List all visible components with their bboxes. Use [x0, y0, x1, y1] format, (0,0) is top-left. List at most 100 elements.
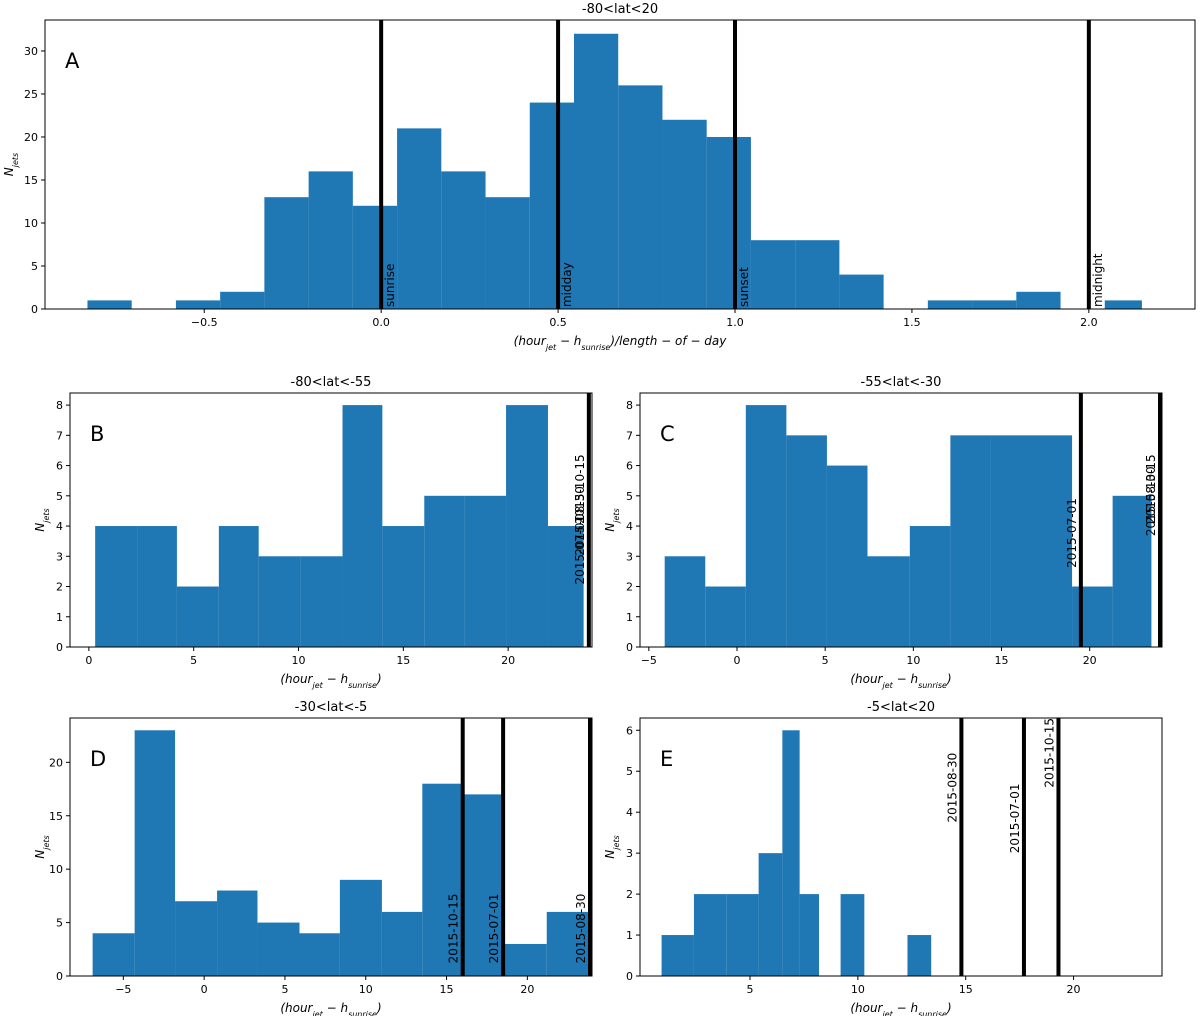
histogram-bar: [397, 128, 442, 309]
x-tick-label: −5: [641, 654, 657, 667]
histogram-bar: [339, 879, 382, 976]
histogram-bar: [381, 911, 423, 976]
y-tick-label: 2: [626, 581, 633, 594]
x-axis-label: (hourjet − hsunrise): [280, 1001, 381, 1016]
x-tick-label: 5: [822, 654, 829, 667]
y-tick-label: 20: [49, 756, 63, 769]
histogram-bar: [134, 730, 176, 976]
x-tick-label: 5: [190, 654, 197, 667]
histogram-bar: [87, 300, 132, 309]
histogram-bar: [352, 205, 398, 309]
axes-frame: [639, 392, 1163, 648]
histogram-bar: [258, 556, 301, 647]
y-tick-label: 3: [626, 550, 633, 563]
reference-line-label: sunrise: [383, 264, 397, 307]
chart-title: -5<lat<20: [867, 700, 935, 715]
histogram-bar: [424, 495, 465, 647]
y-tick-label: 0: [626, 970, 633, 983]
reference-line-label: midday: [560, 262, 574, 307]
panel-label: D: [90, 747, 106, 771]
x-tick-label: 1.0: [726, 316, 744, 329]
histogram-bar: [662, 119, 707, 310]
histogram-bar: [92, 933, 135, 976]
histogram-bar: [441, 171, 486, 309]
chart-title: -80<lat<-55: [291, 375, 372, 390]
histogram-bar: [786, 435, 827, 647]
y-tick-label: 0: [31, 303, 38, 316]
x-tick-label: 0: [733, 654, 740, 667]
histogram-bar: [1112, 495, 1152, 647]
y-axis-label: Njets: [603, 835, 621, 858]
reference-line-label: 2015-10-15: [573, 454, 587, 524]
histogram-bar: [726, 894, 759, 976]
chart-title: -30<lat<-5: [295, 700, 368, 715]
y-tick-label: 3: [626, 847, 633, 860]
histogram-bar: [342, 405, 383, 647]
histogram-bar: [546, 911, 589, 976]
y-tick-label: 5: [31, 260, 38, 273]
y-tick-label: 25: [24, 88, 38, 101]
histogram-bar: [529, 102, 574, 309]
histogram-bar: [506, 405, 548, 647]
histogram-bar: [299, 933, 340, 976]
histogram-bar: [927, 300, 973, 309]
histogram-bar: [137, 526, 177, 647]
histogram-bar: [1031, 435, 1073, 647]
histogram-bar: [907, 935, 932, 976]
histogram-bar: [618, 85, 663, 309]
y-tick-label: 3: [56, 550, 63, 563]
x-axis-label: (hourjet − hsunrise)/length − of − day: [514, 334, 728, 352]
histogram-bar: [175, 300, 221, 309]
reference-line-label: 2015-08-30: [574, 894, 588, 964]
x-axis-label: (hourjet − hsunrise): [850, 1001, 951, 1016]
histogram-bar: [485, 197, 530, 309]
y-tick-label: 1: [626, 611, 633, 624]
histogram-bar: [990, 435, 1032, 647]
y-tick-label: 4: [626, 520, 633, 533]
y-tick-label: 0: [626, 641, 633, 654]
histogram-bar: [750, 240, 796, 309]
histogram-bar: [839, 274, 884, 309]
reference-line-label: sunset: [737, 267, 751, 307]
x-tick-label: 20: [520, 983, 534, 996]
panel-label: C: [660, 422, 675, 446]
y-tick-label: 4: [56, 520, 63, 533]
x-tick-label: 0.5: [549, 316, 567, 329]
reference-line-label: 2015-07-01: [573, 515, 587, 585]
x-tick-label: 15: [396, 654, 410, 667]
y-tick-label: 5: [626, 490, 633, 503]
x-axis-label: (hourjet − hsunrise): [850, 672, 951, 690]
y-tick-label: 7: [56, 429, 63, 442]
reference-line-label: midnight: [1091, 253, 1105, 307]
y-tick-label: 0: [56, 641, 63, 654]
histogram-bar: [547, 526, 584, 647]
y-tick-label: 6: [626, 724, 633, 737]
histogram-bar: [257, 922, 300, 976]
y-tick-label: 4: [626, 806, 633, 819]
y-tick-label: 1: [626, 929, 633, 942]
x-tick-label: 1.5: [903, 316, 921, 329]
histogram-bar: [706, 136, 751, 309]
histogram-bar: [826, 465, 868, 647]
x-tick-label: 10: [359, 983, 373, 996]
y-tick-label: 20: [24, 131, 38, 144]
axes-frame: [69, 717, 593, 977]
histogram-bar: [705, 586, 746, 647]
y-axis-label: Njets: [603, 508, 621, 531]
x-tick-label: 10: [906, 654, 920, 667]
y-tick-label: 30: [24, 45, 38, 58]
reference-line-label: 2015-08-30: [1144, 466, 1158, 536]
histogram-bar: [264, 197, 309, 309]
chart-title: -55<lat<-30: [861, 375, 942, 390]
x-tick-label: 5: [747, 983, 754, 996]
histogram-bar: [972, 300, 1017, 309]
axes-frame: [44, 19, 1196, 310]
y-tick-label: 5: [56, 917, 63, 930]
x-tick-label: 5: [281, 983, 288, 996]
histogram-bar: [795, 240, 840, 309]
histogram-bar: [464, 794, 505, 976]
y-tick-label: 0: [56, 970, 63, 983]
y-tick-label: 10: [49, 863, 63, 876]
histogram-bar: [175, 901, 218, 976]
